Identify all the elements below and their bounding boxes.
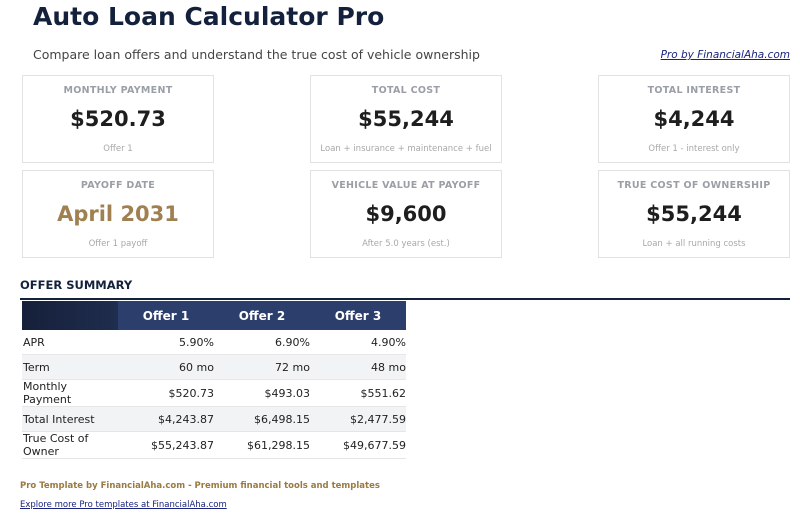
column-header: Offer 1 [118, 301, 214, 330]
table-row: Term 60 mo 72 mo 48 mo [22, 354, 406, 380]
table-cell: 72 mo [214, 354, 310, 380]
card-note: After 5.0 years (est.) [362, 239, 450, 249]
table-cell: $4,243.87 [118, 406, 214, 432]
table-cell: $61,298.15 [214, 431, 310, 459]
column-header: Offer 3 [310, 301, 406, 330]
card-value: $9,600 [365, 202, 447, 226]
subtitle: Compare loan offers and understand the t… [33, 47, 480, 62]
card-label: TRUE COST OF OWNERSHIP [617, 180, 771, 191]
row-label: Term [22, 354, 118, 380]
table-cell: $2,477.59 [310, 406, 406, 432]
card-label: PAYOFF DATE [80, 180, 156, 191]
card-label: TOTAL INTEREST [647, 85, 741, 96]
brand-link[interactable]: Pro by FinancialAha.com [660, 49, 790, 61]
corner-cell [22, 301, 118, 330]
page-title: Auto Loan Calculator Pro [33, 2, 385, 31]
table-cell: $6,498.15 [214, 406, 310, 432]
footer-link[interactable]: Explore more Pro templates at FinancialA… [20, 500, 227, 510]
table-cell: 60 mo [118, 354, 214, 380]
card-note: Offer 1 payoff [88, 239, 148, 249]
table-cell: 4.90% [310, 330, 406, 355]
table-cell: $55,243.87 [118, 431, 214, 459]
card-value: $4,244 [653, 107, 735, 131]
header-row: Offer 1 Offer 2 Offer 3 [22, 301, 406, 330]
stat-card: MONTHLY PAYMENT $520.73 Offer 1 [22, 75, 214, 163]
row-label: APR [22, 330, 118, 355]
summary-table: Offer 1 Offer 2 Offer 3 APR 5.90% 6.90% 4.90%… [22, 301, 406, 459]
row-label: True Cost of Owner [22, 431, 118, 459]
table-cell: $520.73 [118, 379, 214, 407]
card-label: MONTHLY PAYMENT [63, 85, 173, 96]
stat-card: TRUE COST OF OWNERSHIP $55,244 Loan + all … [598, 170, 790, 258]
row-label: Total Interest [22, 406, 118, 432]
card-note: Loan + all running costs [642, 239, 746, 249]
card-value: April 2031 [57, 202, 179, 226]
table-cell: $493.03 [214, 379, 310, 407]
table-cell: $551.62 [310, 379, 406, 407]
card-label: VEHICLE VALUE AT PAYOFF [331, 180, 481, 191]
table-cell: 6.90% [214, 330, 310, 355]
stat-card: TOTAL COST $55,244 Loan + insurance + main… [310, 75, 502, 163]
row-label: Monthly Payment [22, 379, 118, 407]
stat-card: PAYOFF DATE April 2031 Offer 1 payoff [22, 170, 214, 258]
table-cell: 48 mo [310, 354, 406, 380]
table-row: Monthly Payment $520.73 $493.03 $551.62 [22, 379, 406, 407]
stat-card: VEHICLE VALUE AT PAYOFF $9,600 After 5.0 y… [310, 170, 502, 258]
card-value: $520.73 [70, 107, 166, 131]
table-row: Total Interest $4,243.87 $6,498.15 $2,477.5… [22, 406, 406, 432]
table-cell: 5.90% [118, 330, 214, 355]
section-title: OFFER SUMMARY [20, 278, 133, 292]
section-rule [20, 298, 790, 300]
table-cell: $49,677.59 [310, 431, 406, 459]
table-row: APR 5.90% 6.90% 4.90% [22, 330, 406, 355]
card-note: Loan + insurance + maintenance + fuel [320, 144, 492, 154]
column-header: Offer 2 [214, 301, 310, 330]
card-value: $55,244 [646, 202, 742, 226]
table-body: APR 5.90% 6.90% 4.90% Term 60 mo 72 mo 48 mo Mon… [22, 330, 406, 459]
card-label: TOTAL COST [371, 85, 441, 96]
card-note: Offer 1 - interest only [648, 144, 740, 154]
card-value: $55,244 [358, 107, 454, 131]
stat-card: TOTAL INTEREST $4,244 Offer 1 - interest o… [598, 75, 790, 163]
footer-text: Pro Template by FinancialAha.com - Premi… [20, 481, 380, 491]
table-row: True Cost of Owner $55,243.87 $61,298.15 $4… [22, 431, 406, 459]
card-note: Offer 1 [103, 144, 133, 154]
